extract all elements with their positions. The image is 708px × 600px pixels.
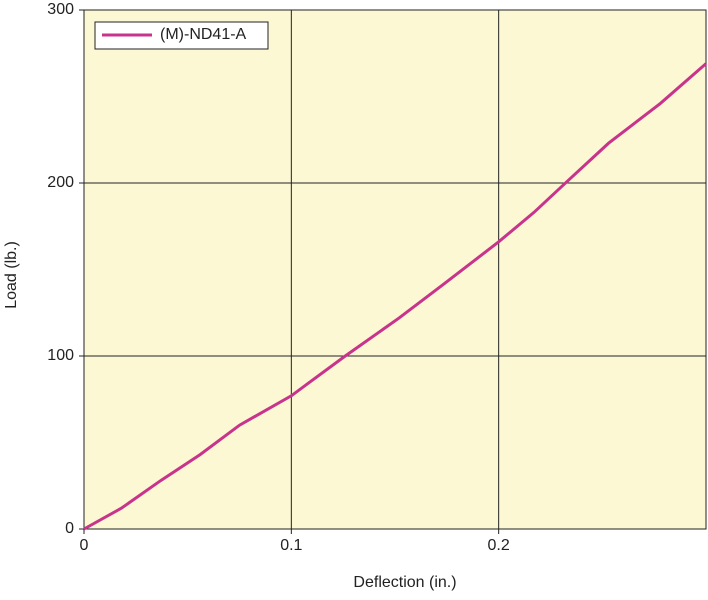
y-tick-label: 200 bbox=[47, 174, 74, 191]
y-tick-label: 300 bbox=[47, 1, 74, 18]
x-axis-title: Deflection (in.) bbox=[353, 574, 456, 591]
x-tick-label: 0 bbox=[80, 537, 89, 554]
plot-area bbox=[83, 9, 707, 530]
y-axis-title: Load (lb.) bbox=[3, 241, 20, 309]
x-tick-label: 0.1 bbox=[280, 537, 302, 554]
y-tick-label: 100 bbox=[47, 347, 74, 364]
y-tick-label: 0 bbox=[65, 520, 74, 537]
legend-label: (M)-ND41-A bbox=[160, 26, 247, 43]
x-tick-label: 0.2 bbox=[488, 537, 510, 554]
data-line bbox=[83, 62, 707, 531]
